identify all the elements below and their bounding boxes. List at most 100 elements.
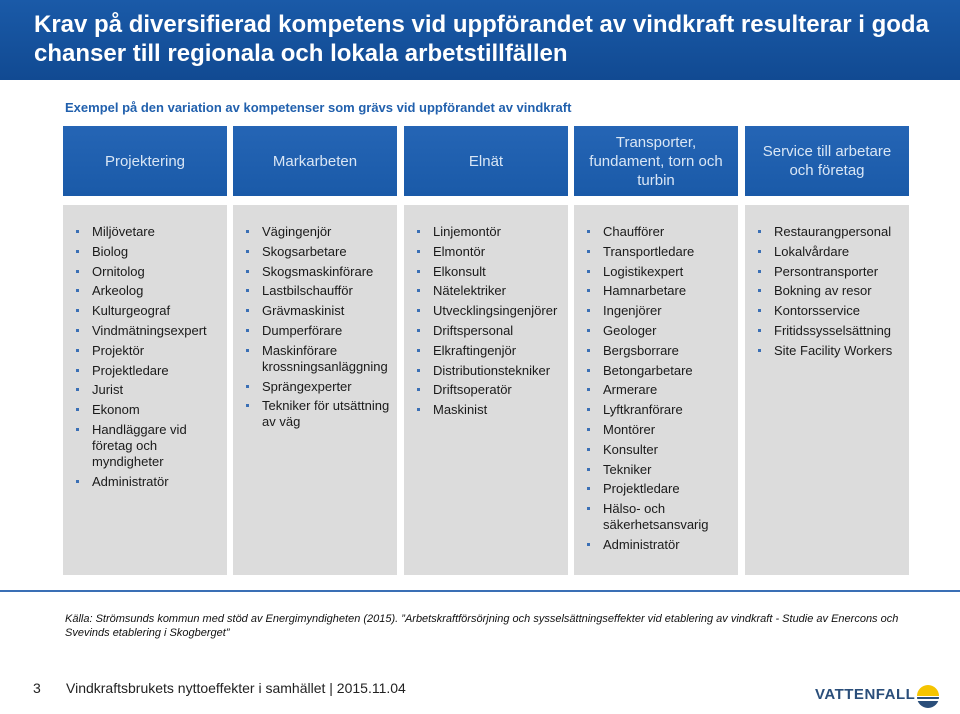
- column-header: Markarbeten: [233, 126, 397, 196]
- list-item: Lastbilschaufför: [246, 283, 393, 299]
- list-item-label: Kulturgeograf: [92, 303, 171, 319]
- list-item-label: Elkraftingenjör: [433, 342, 517, 358]
- list-item-label: Restaurangpersonal: [774, 224, 892, 239]
- bullet-icon: [587, 289, 590, 293]
- bullet-icon: [587, 269, 590, 273]
- list-item: Elkonsult: [417, 264, 564, 280]
- list-item: Fritidssysselsättning: [758, 323, 905, 339]
- list-item: Lyftkranförare: [587, 402, 734, 418]
- divider-line: [0, 590, 960, 592]
- list-item: Geologer: [587, 323, 734, 339]
- list-item: Projektledare: [76, 363, 223, 379]
- vattenfall-sun-icon: [917, 685, 939, 708]
- bullet-icon: [758, 309, 761, 313]
- list-item: Konsulter: [587, 442, 734, 458]
- bullet-icon: [587, 507, 590, 511]
- list-item-label: Maskinförare krossningsanläggning: [262, 342, 388, 374]
- list-item-label: Jurist: [92, 382, 124, 398]
- bullet-icon: [246, 404, 249, 408]
- bullet-icon: [76, 269, 79, 273]
- bullet-icon: [587, 309, 590, 313]
- list-item-label: Distributionstekniker: [433, 362, 551, 378]
- list-item-label: Driftsoperatör: [433, 382, 512, 398]
- list-item: Restaurangpersonal: [758, 224, 905, 240]
- bullet-icon: [758, 269, 761, 273]
- bullet-icon: [246, 384, 249, 388]
- list-item-label: Persontransporter: [774, 263, 879, 279]
- list-item: Tekniker: [587, 462, 734, 478]
- list-item-label: Kontorsservice: [774, 303, 860, 319]
- list-item-label: Nätelektriker: [433, 283, 506, 299]
- bullet-icon: [246, 328, 249, 332]
- bullet-icon: [587, 328, 590, 332]
- list-item: Logistikexpert: [587, 264, 734, 280]
- list-item: Ingenjörer: [587, 303, 734, 319]
- bullet-icon: [76, 427, 79, 431]
- bullet-icon: [587, 467, 590, 471]
- list-item-label: Elkonsult: [433, 263, 486, 279]
- column-list: Miljövetare Biolog Ornitolog Arkeolog Kultur…: [63, 205, 227, 575]
- bullet-icon: [76, 348, 79, 352]
- list-item: Utvecklingsingenjörer: [417, 303, 564, 319]
- list-item-label: Driftspersonal: [433, 322, 514, 338]
- list-item-label: Arkeolog: [92, 283, 144, 299]
- bullet-icon: [758, 230, 761, 233]
- column-list: Chaufförer Transportledare Logistikexpert H…: [574, 205, 738, 575]
- list-item: Projektör: [76, 343, 223, 359]
- list-item-label: Lastbilschaufför: [262, 283, 353, 299]
- bullet-icon: [76, 309, 79, 313]
- page-title: Krav på diversifierad kompetens vid uppf…: [34, 11, 929, 67]
- page-number: 3: [33, 680, 41, 696]
- list-item: Kontorsservice: [758, 303, 905, 319]
- subtitle: Exempel på den variation av kompetenser …: [65, 100, 572, 115]
- bullet-icon: [587, 249, 590, 253]
- list-item: Vindmätningsexpert: [76, 323, 223, 339]
- list-item: Distributionstekniker: [417, 363, 564, 379]
- list-item: Projektledare: [587, 481, 734, 497]
- list-item-label: Lyftkranförare: [603, 402, 683, 418]
- list-item-label: Lokalvårdare: [774, 243, 850, 259]
- logo-text: VATTENFALL: [815, 686, 916, 703]
- bullet-icon: [76, 479, 79, 483]
- list-item: Chaufförer: [587, 224, 734, 240]
- list-item-label: Vägingenjör: [262, 224, 332, 239]
- list-item: Hälso- och säkerhetsansvarig: [587, 501, 734, 533]
- list-item-label: Vindmätningsexpert: [92, 322, 207, 338]
- bullet-icon: [417, 328, 420, 332]
- column-header: Service till arbetare och företag: [745, 126, 909, 196]
- list-item-label: Handläggare vid företag och myndigheter: [92, 421, 187, 469]
- list-item-label: Ingenjörer: [603, 303, 662, 319]
- column-list: Vägingenjör Skogsarbetare Skogsmaskinförar…: [233, 205, 397, 575]
- list-item-label: Utvecklingsingenjörer: [433, 303, 558, 319]
- list-item: Armerare: [587, 382, 734, 398]
- bullet-icon: [246, 230, 249, 233]
- bullet-icon: [76, 368, 79, 372]
- bullet-icon: [417, 368, 420, 372]
- list-item: Betongarbetare: [587, 363, 734, 379]
- bullet-icon: [246, 309, 249, 313]
- column-list: Restaurangpersonal Lokalvårdare Persontran…: [745, 205, 909, 575]
- bullet-icon: [76, 328, 79, 332]
- bullet-icon: [246, 289, 249, 293]
- bullet-icon: [587, 230, 590, 233]
- list-item-label: Site Facility Workers: [774, 342, 893, 358]
- list-item-label: Projektledare: [92, 362, 169, 378]
- column-list: Linjemontör Elmontör Elkonsult Nätelektrike…: [404, 205, 568, 575]
- list-item: Skogsmaskinförare: [246, 264, 393, 280]
- list-item-label: Chaufförer: [603, 224, 665, 239]
- list-item-label: Sprängexperter: [262, 378, 352, 394]
- bullet-icon: [417, 249, 420, 253]
- list-item: Ornitolog: [76, 264, 223, 280]
- list-item: Elkraftingenjör: [417, 343, 564, 359]
- bullet-icon: [587, 447, 590, 451]
- title-bar: Krav på diversifierad kompetens vid uppf…: [0, 0, 960, 80]
- bullet-icon: [587, 408, 590, 412]
- list-item: Nätelektriker: [417, 283, 564, 299]
- list-item-label: Grävmaskinist: [262, 303, 345, 319]
- list-item: Persontransporter: [758, 264, 905, 280]
- bullet-icon: [758, 348, 761, 352]
- list-item-label: Skogsarbetare: [262, 243, 347, 259]
- list-item-label: Elmontör: [433, 243, 486, 259]
- list-item-label: Projektör: [92, 342, 145, 358]
- bullet-icon: [417, 289, 420, 293]
